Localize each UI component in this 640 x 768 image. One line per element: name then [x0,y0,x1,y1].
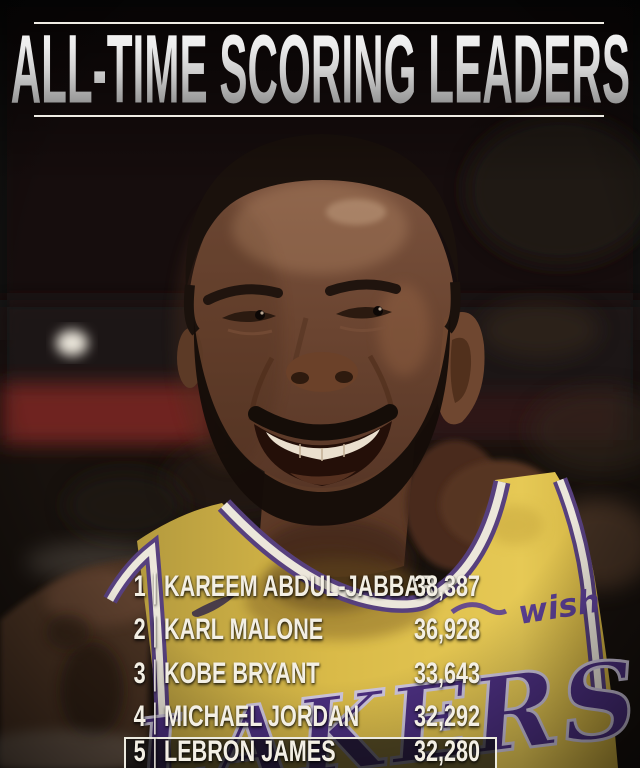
leaderboard-row: 4 4| MICHAEL JORDAN 32,292 [100,696,620,740]
player-name: KAREEM ABDUL-JABBAR [164,569,436,603]
rank-separator: 4| [152,697,158,736]
rank-separator: | [152,654,158,693]
leaderboard-row-highlighted: 5 | LEBRON JAMES 32,280 [100,730,620,768]
leaderboard-row: 2 | KARL MALONE 36,928 [100,609,620,653]
highlight-box [124,737,497,768]
rank-separator: | [152,610,158,649]
title-rule-bottom [34,115,604,117]
points-value: 33,643 [414,656,481,690]
rank-separator: | [152,567,158,606]
title-block: ALL-TIME SCORING LEADERS [0,0,640,130]
player-name: KARL MALONE [164,613,324,647]
rank: 4 [133,700,146,734]
player-name: MICHAEL JORDAN [164,700,360,734]
leaderboard-row: 3 | KOBE BRYANT 33,643 [100,652,620,696]
rank-separator: | [152,732,158,768]
rank: 3 [133,656,146,690]
leaderboard-row: 1 | KAREEM ABDUL-JABBAR 38,387 [100,565,620,609]
player-name: KOBE BRYANT [164,656,320,690]
points-value: 38,387 [414,569,481,603]
player-name: LEBRON JAMES [164,734,336,768]
rank: 5 [133,734,146,768]
page-title: ALL-TIME SCORING LEADERS [10,14,630,124]
rank: 2 [133,613,146,647]
rank: 1 [133,569,146,603]
points-value: 32,280 [414,734,481,768]
leaderboard: 1 | KAREEM ABDUL-JABBAR 38,387 2 | KARL … [100,565,620,768]
title-rule-top [34,22,604,24]
points-value: 36,928 [414,613,481,647]
points-value: 32,292 [414,700,481,734]
